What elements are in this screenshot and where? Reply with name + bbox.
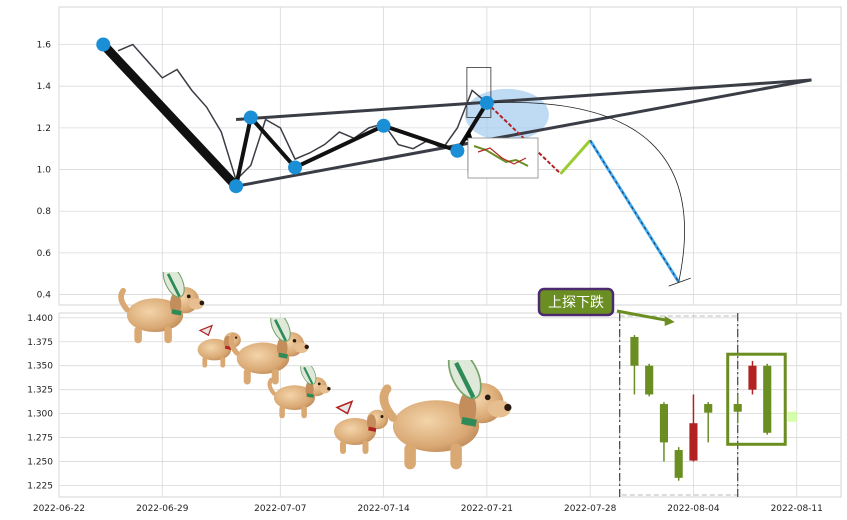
candle-body [645,365,654,395]
x-tick-label: 2022-08-11 [771,504,823,514]
pivot-point [243,110,258,125]
projection-arc [486,101,685,283]
x-tick-label: 2022-06-29 [136,504,189,514]
bottom-y-tick-label: 1.325 [27,386,53,396]
candle-body [689,423,698,461]
pivot-point [450,143,465,158]
bottom-panel-marks: 上探下跌 [537,287,798,497]
zigzag-leg [234,115,253,189]
top-y-tick-label: 1.6 [37,41,52,51]
candle-body [763,365,772,433]
top-y-tick-label: 1.0 [37,166,52,176]
top-y-tick-label: 0.4 [37,291,52,301]
candle-body [659,404,669,443]
x-tick-label: 2022-07-07 [254,504,306,514]
trend-line [235,78,812,122]
bottom-y-tick-label: 1.400 [27,314,53,324]
x-tick-label: 2022-06-22 [33,504,85,514]
highlight-marker [787,411,798,422]
pivot-point [376,118,391,133]
highlight-frame [726,352,787,446]
projection-leg [559,139,592,175]
return-arrow-head [464,127,473,141]
bottom-y-tick-label: 1.350 [27,362,53,372]
bottom-y-tick-label: 1.275 [27,434,53,444]
projection-leg [589,140,680,283]
zigzag-leg [381,123,460,153]
annotation-label: 上探下跌 [548,295,604,311]
x-tick-label: 2022-07-21 [461,504,513,514]
projection-end-tick [668,277,691,287]
bottom-y-tick-label: 1.375 [27,338,53,348]
annotation-arrow [616,309,671,323]
zigzag-leg [98,40,241,191]
pivot-point [479,95,494,110]
candle-body [704,404,713,413]
annotation-box [537,287,615,317]
top-panel-frame [58,6,842,306]
candle-body [674,450,683,478]
pivot-point [229,179,244,194]
top-y-tick-label: 1.4 [37,82,52,92]
top-panel-grid: 0.4 0.6 0.8 1.0 1.2 1.4 1.6 [37,6,842,306]
top-y-tick-label: 1.2 [37,124,51,134]
top-panel-marks [96,37,812,287]
bottom-y-tick-label: 1.250 [27,458,53,468]
pivot-point [96,37,111,52]
x-tick-label: 2022-07-14 [357,504,410,514]
candle-body [733,404,742,412]
candle-body [630,336,639,366]
top-y-tick-label: 0.6 [37,249,52,259]
annotation-arrow-head [664,316,675,326]
pivot-point [288,160,303,175]
mini-chart-thumbnail-icon [467,137,539,179]
trend-line [235,78,812,188]
top-y-tick-label: 0.8 [37,207,52,217]
x-tick-label: 2022-07-28 [564,504,617,514]
bottom-y-tick-label: 1.300 [27,410,53,420]
zigzag-leg [455,100,489,153]
candle-body [748,365,757,390]
x-tick-label: 2022-08-04 [667,504,720,514]
zigzag-leg [248,115,298,170]
bottom-y-tick-label: 1.225 [27,482,53,492]
zigzag-leg [293,123,386,170]
